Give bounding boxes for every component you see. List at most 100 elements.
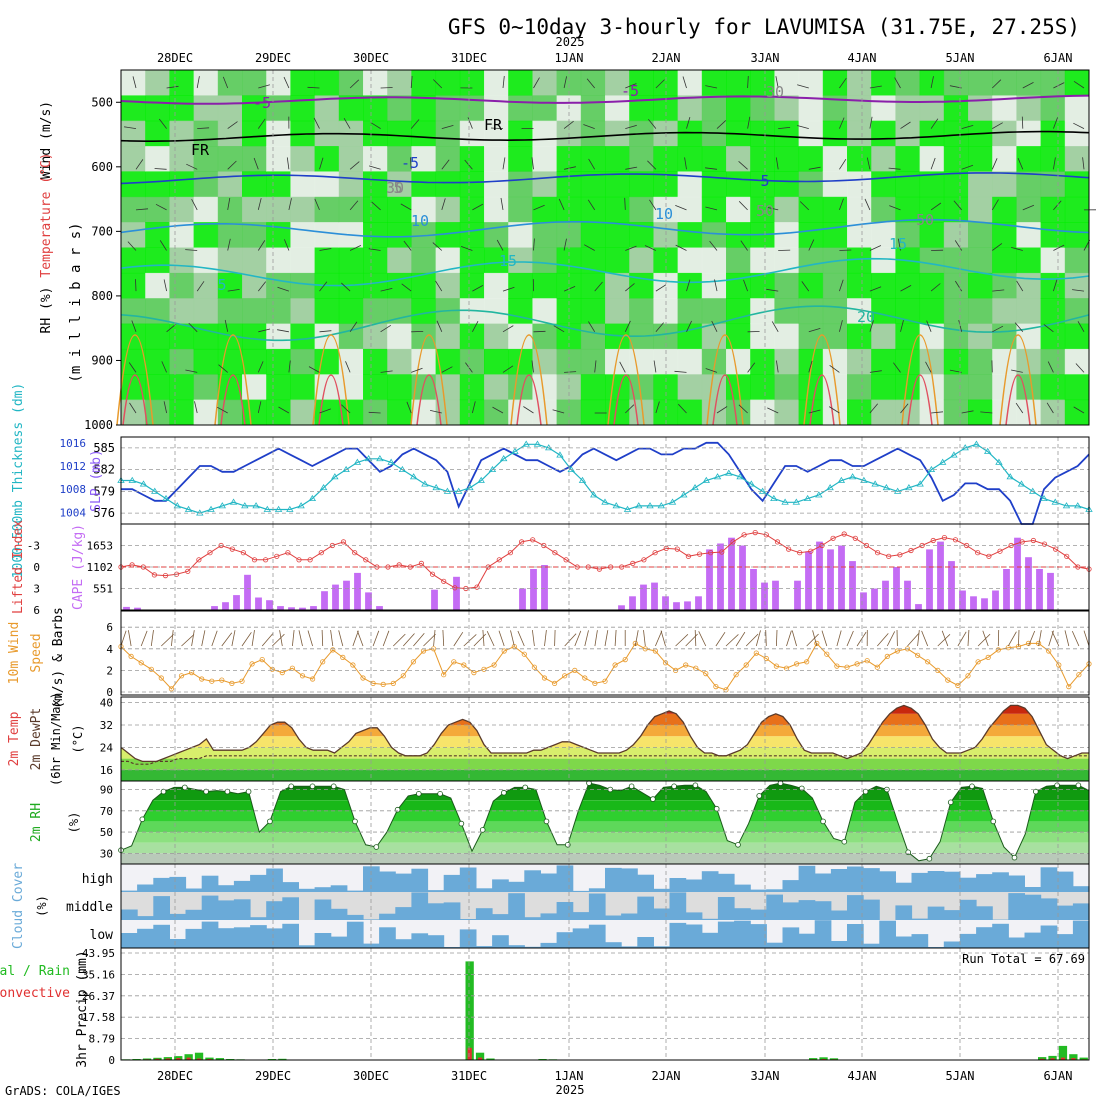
cape-bar [1036,569,1043,610]
rh-cell [605,171,630,198]
lifted-index-point [196,557,202,563]
rh-cell [193,399,219,426]
rh-cell [532,323,558,350]
wind-barb [743,279,748,292]
wind-speed-point [551,680,558,687]
wind-barb [492,406,504,414]
rh-cell [363,247,388,274]
rh-cell [1016,247,1042,274]
rh-cell [217,247,243,274]
rh-cell [992,247,1017,274]
rh-cell [1040,247,1066,274]
rh-cell [992,298,1017,325]
thickness-point [196,509,204,516]
wind-barb [401,283,412,292]
precip-convective-bar [478,1057,483,1060]
precip-total-bar [184,1054,193,1060]
lifted-index-point [340,539,347,545]
rh-cell [1040,272,1066,299]
rh-band [121,832,1089,843]
rh-cell [411,120,437,147]
wind-barb [797,84,809,89]
cloud-cell [524,870,541,892]
lifted-index-point [363,557,369,563]
wind-barb [523,406,534,414]
wind-barb [341,282,351,292]
wind-barb [498,630,505,647]
rh-cell [363,298,388,325]
rh-cell [459,171,485,198]
rh-cell [919,247,945,274]
rh-cell [798,222,824,248]
wind-barb [194,401,198,414]
rh-cell [169,70,195,96]
rh-cell [363,272,388,299]
rh-cell [968,171,993,198]
rh-cell [726,348,751,375]
cloud-cell [685,924,703,948]
cloud-cell [943,941,961,948]
wind-barb [846,630,854,647]
thickness-point [736,473,744,480]
cloud-cell [443,874,461,892]
cape-bar [640,584,647,610]
wind-barb [594,281,603,292]
wind-barb [314,198,320,211]
rh-cell [774,399,800,426]
rh-cell [217,146,243,172]
wind-barb [808,166,821,170]
rh-cell [193,70,219,96]
cape-bar [904,580,911,610]
rh-cell [169,348,195,375]
cloud-cell [201,895,219,920]
wind-barb [288,360,291,373]
wind-barb [917,630,920,647]
rh-cell [363,374,388,401]
precip-convective-bar [155,1058,160,1060]
rh-cell [774,222,800,248]
temp-axis-label-3: (6hr Min/Max) [49,692,63,786]
rh-cell [822,399,848,426]
rh-cell [169,247,195,274]
lifted-index-point [997,548,1003,554]
wind-barb [655,284,667,292]
wind-speed-point [612,662,618,668]
cloud-cell [830,869,848,892]
cloud-cell [959,933,977,948]
rh-cell [338,171,364,198]
rh-cell [677,348,703,375]
rh-cell [508,171,533,198]
wind-speed-point [128,653,134,660]
rh-cell [459,272,485,299]
wind-barb [767,407,779,414]
day-label-bottom: 28DEC [157,1069,193,1083]
rh-cell [701,171,727,198]
rh-cell [217,272,243,299]
cloud-cell [653,888,671,892]
cloud-cell [137,928,154,948]
wind-speed-point [834,663,840,669]
wind-barb [1077,321,1085,332]
rh-cell [943,146,969,172]
wind-barb [496,239,504,251]
cape-bar [761,582,768,610]
lifted-index-point [685,553,692,559]
wind-barb [1022,82,1034,89]
wind-barb [655,401,660,414]
rh-cell [508,298,533,325]
rh-cell [484,120,509,147]
wind-barb [839,77,847,89]
pressure-tick-label: 500 [91,95,113,109]
wind-barb [163,279,167,292]
day-label-bottom: 1JAN [555,1069,584,1083]
wind-barb [839,198,844,211]
wind-barb [961,164,974,170]
rh-tick-label: 90 [100,784,113,797]
wind-barb [821,630,828,647]
rh-cell [169,196,195,223]
rh-cell [943,171,969,198]
rh-cell [895,146,921,172]
wind-barb [490,127,504,129]
cloud-cell [427,903,445,920]
cloud-cell [459,867,477,892]
